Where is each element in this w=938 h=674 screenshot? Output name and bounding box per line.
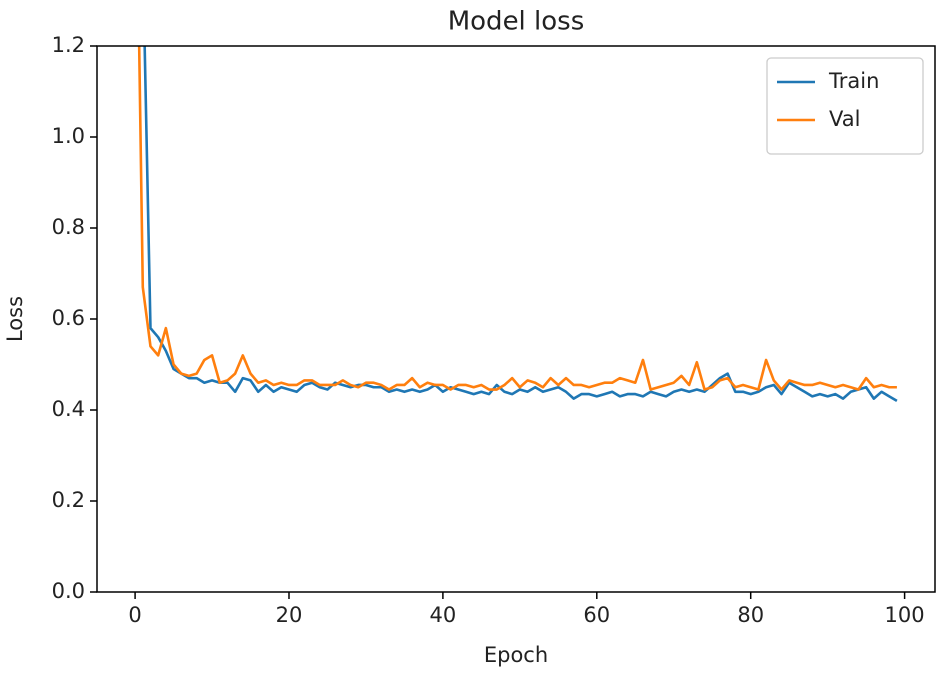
y-tick-label: 0.6 bbox=[52, 306, 85, 330]
plot-lines bbox=[137, 46, 898, 403]
x-tick-label: 100 bbox=[885, 603, 925, 627]
y-tick-label: 0.8 bbox=[52, 215, 85, 239]
y-tick-label: 0.4 bbox=[52, 397, 85, 421]
x-axis-label: Epoch bbox=[484, 643, 548, 667]
x-tick-label: 20 bbox=[276, 603, 303, 627]
y-tick-label: 1.0 bbox=[52, 124, 85, 148]
x-tick-label: 80 bbox=[737, 603, 764, 627]
x-tick-label: 40 bbox=[430, 603, 457, 627]
series-line bbox=[143, 46, 898, 403]
legend-label: Train bbox=[828, 69, 879, 93]
y-tick-label: 0.2 bbox=[52, 488, 85, 512]
x-tick-label: 0 bbox=[128, 603, 141, 627]
series-line bbox=[137, 46, 897, 391]
y-tick-label: 1.2 bbox=[52, 33, 85, 57]
x-tick-label: 60 bbox=[583, 603, 610, 627]
y-axis-label: Loss bbox=[3, 296, 27, 342]
y-tick-label: 0.0 bbox=[52, 579, 85, 603]
legend-label: Val bbox=[829, 107, 860, 131]
plot-frame bbox=[96, 45, 936, 593]
chart-title: Model loss bbox=[448, 7, 585, 37]
